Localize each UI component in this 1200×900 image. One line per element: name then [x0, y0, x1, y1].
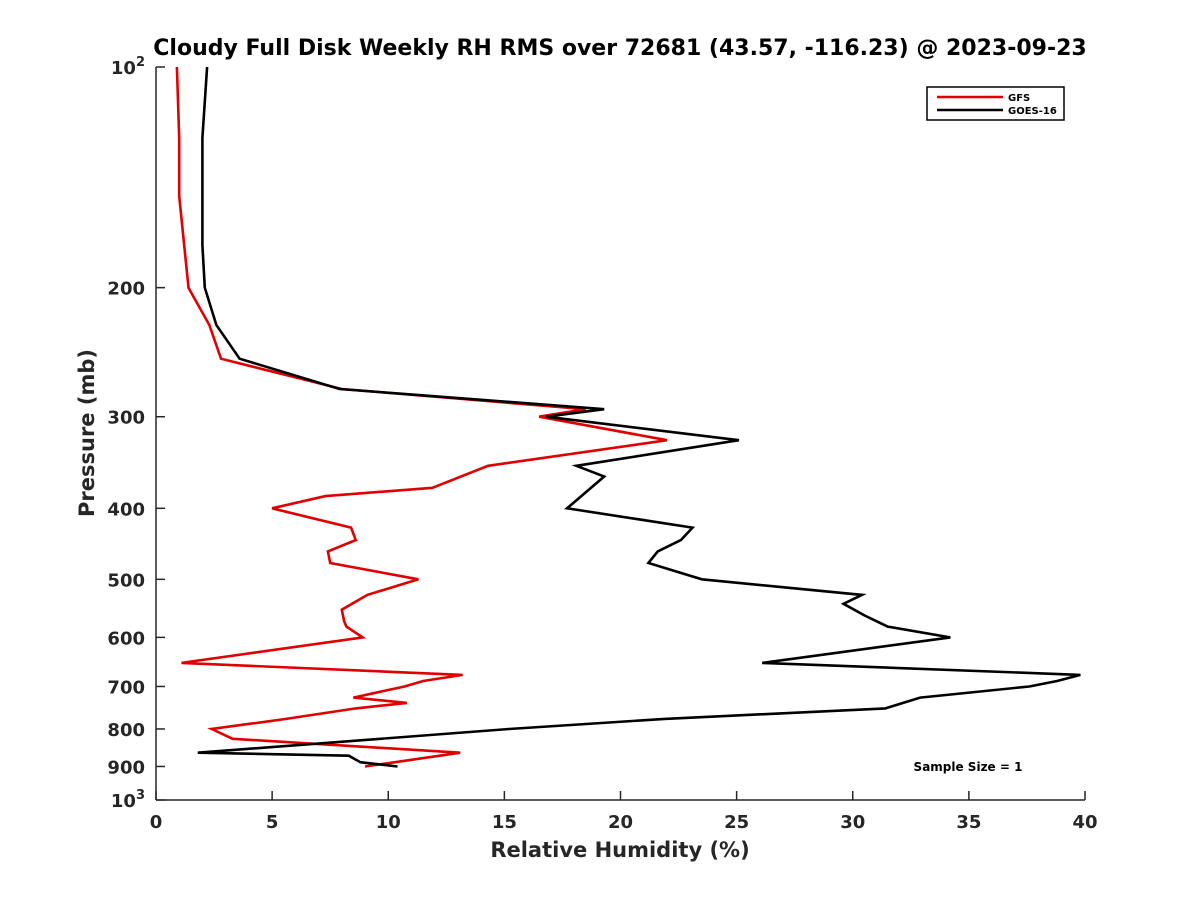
y-tick-label: 400	[107, 499, 145, 520]
y-tick-label: 103	[111, 788, 145, 812]
x-tick-label: 5	[266, 812, 279, 833]
y-tick-label: 200	[107, 279, 145, 300]
y-axis-label: Pressure (mb)	[75, 349, 99, 517]
legend-label-goes-16: GOES-16	[1008, 106, 1057, 117]
y-tick-label: 900	[107, 757, 145, 778]
x-tick-label: 15	[492, 812, 517, 833]
y-tick-label: 500	[107, 570, 145, 591]
legend: GFS GOES-16	[926, 86, 1065, 121]
plot-background	[156, 67, 1085, 800]
x-tick-label: 20	[608, 812, 633, 833]
x-tick-label: 10	[376, 812, 401, 833]
y-tick-label-exponent: 3	[136, 788, 145, 803]
x-tick-label: 30	[840, 812, 865, 833]
y-tick-label: 600	[107, 628, 145, 649]
x-axis-ticks: 0 5 10 15 20 25 30 35 40	[150, 791, 1098, 833]
y-tick-label: 700	[107, 677, 145, 698]
series-layer	[175, 66, 1081, 768]
series-line-goes-16	[197, 66, 1081, 768]
x-tick-label: 35	[956, 812, 981, 833]
y-tick-label-base: 10	[111, 791, 136, 812]
y-tick-label-base: 10	[111, 58, 136, 79]
y-tick-label-exponent: 2	[136, 55, 145, 70]
y-tick-label: 800	[107, 720, 145, 741]
x-tick-label: 25	[724, 812, 749, 833]
legend-label-gfs: GFS	[1008, 93, 1030, 104]
x-axis-label: Relative Humidity (%)	[490, 838, 749, 862]
x-tick-label: 40	[1072, 812, 1097, 833]
sample-size-annotation: Sample Size = 1	[914, 760, 1023, 774]
y-tick-label: 300	[107, 408, 145, 429]
y-tick-label: 102	[111, 55, 145, 79]
legend-box	[926, 86, 1065, 121]
x-tick-label: 0	[150, 812, 163, 833]
chart-title: Cloudy Full Disk Weekly RH RMS over 7268…	[153, 36, 1086, 61]
plot-area: 0 5 10 15 20 25 30 35 40 10220030040050060070080…	[107, 55, 1097, 833]
